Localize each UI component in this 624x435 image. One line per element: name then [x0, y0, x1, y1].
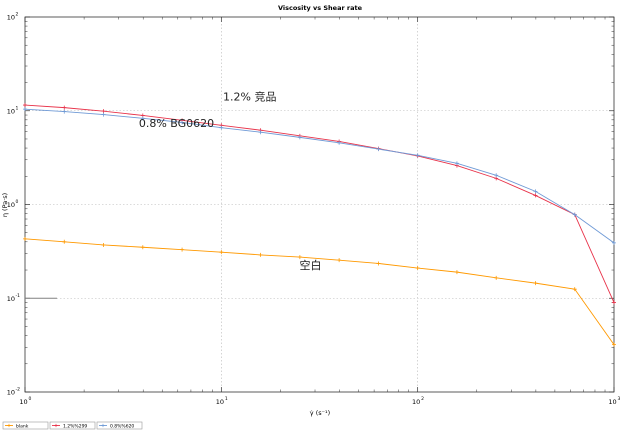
x-tick-exponent-2: 2: [421, 396, 424, 402]
data-point-0.8%%620: [297, 135, 302, 140]
y-tick-label-1: 10: [7, 295, 15, 303]
data-point-0.8%%620: [533, 189, 538, 194]
x-tick-label-2: 10: [412, 398, 420, 406]
data-point-1.2%%299: [23, 103, 27, 108]
series-line-blank: [24, 238, 615, 345]
y-axis-label: η (Pa·s): [1, 193, 9, 217]
data-point-blank: [376, 261, 381, 266]
data-point-0.8%%620: [415, 153, 420, 158]
data-point-0.8%%620: [572, 212, 577, 217]
data-point-0.8%%620: [258, 130, 263, 135]
data-point-blank: [612, 342, 616, 347]
x-tick-exponent-0: 0: [29, 396, 32, 402]
legend-swatch-marker-1: [54, 423, 58, 428]
data-point-1.2%%299: [101, 109, 106, 114]
legend-swatch-marker-0: [7, 423, 11, 428]
x-axis-label: γ̇ (s⁻¹): [310, 409, 330, 417]
data-point-blank: [140, 245, 145, 250]
y-tick-label-2: 10: [7, 201, 15, 209]
legend: blank 1.2%%299 0.8%%620: [2, 421, 143, 430]
data-point-blank: [337, 258, 342, 263]
data-point-0.8%%620: [62, 109, 67, 114]
y-tick-label-0: 10: [7, 389, 15, 397]
y-tick-exponent-2: 0: [16, 199, 19, 205]
chart-title: Viscosity vs Shear rate: [278, 4, 363, 12]
series-area: [23, 103, 616, 347]
y-tick-label-4: 10: [7, 14, 15, 22]
y-tick-label-3: 10: [7, 107, 15, 115]
data-point-blank: [101, 242, 106, 247]
data-point-0.8%%620: [101, 112, 106, 117]
data-point-blank: [454, 270, 459, 275]
legend-label-0: blank: [16, 424, 29, 430]
x-tick-exponent-3: 3: [618, 396, 621, 402]
x-tick-label-0: 10: [19, 398, 27, 406]
data-point-0.8%%620: [219, 125, 224, 130]
data-point-blank: [258, 252, 263, 257]
y-tick-exponent-3: 1: [16, 105, 19, 111]
data-point-0.8%%620: [180, 120, 185, 125]
legend-swatch-marker-2: [101, 423, 105, 428]
legend-box-2: [96, 421, 143, 430]
data-point-0.8%%620: [612, 240, 616, 245]
data-point-0.8%%620: [337, 140, 342, 145]
grid-lines: [25, 17, 614, 392]
y-tick-exponent-4: 2: [16, 12, 19, 18]
annotation-label-0: 1.2% 竞品: [223, 90, 276, 104]
data-point-0.8%%620: [494, 173, 499, 178]
data-point-0.8%%620: [140, 116, 145, 121]
data-point-1.2%%299: [612, 300, 616, 305]
data-point-blank: [297, 255, 302, 260]
data-point-0.8%%620: [454, 161, 459, 166]
data-point-blank: [572, 287, 577, 292]
data-point-blank: [180, 247, 185, 252]
legend-box-1: [49, 421, 96, 430]
data-point-0.8%%620: [23, 107, 27, 112]
data-point-blank: [219, 250, 224, 255]
axes: 10 0 10 1 10 2 10 310 -210 -110 010 110 2: [7, 12, 621, 407]
data-point-blank: [62, 239, 67, 244]
series-line-0.8%%620: [24, 108, 615, 244]
annotation-label-2: 空白: [299, 258, 321, 272]
annotation-label-1: 0.8% BG0620: [139, 117, 214, 130]
data-point-blank: [533, 281, 538, 286]
data-point-blank: [494, 275, 499, 280]
series-line-1.2%%299: [24, 104, 615, 303]
data-point-0.8%%620: [376, 147, 381, 152]
legend-label-2: 0.8%%620: [110, 424, 134, 430]
legend-label-1: 1.2%%299: [63, 424, 87, 430]
data-point-blank: [415, 266, 420, 271]
legend-box-0: [2, 421, 49, 430]
y-tick-exponent-0: -2: [16, 387, 21, 393]
x-tick-label-3: 10: [608, 398, 616, 406]
data-point-1.2%%299: [533, 193, 538, 198]
annotations: 1.2% 竞品 0.8% BG0620 空白: [139, 90, 322, 272]
data-point-blank: [23, 236, 27, 241]
x-tick-label-1: 10: [216, 398, 224, 406]
y-tick-exponent-1: -1: [16, 293, 21, 299]
x-tick-exponent-1: 1: [225, 396, 228, 402]
data-point-1.2%%299: [62, 105, 67, 110]
